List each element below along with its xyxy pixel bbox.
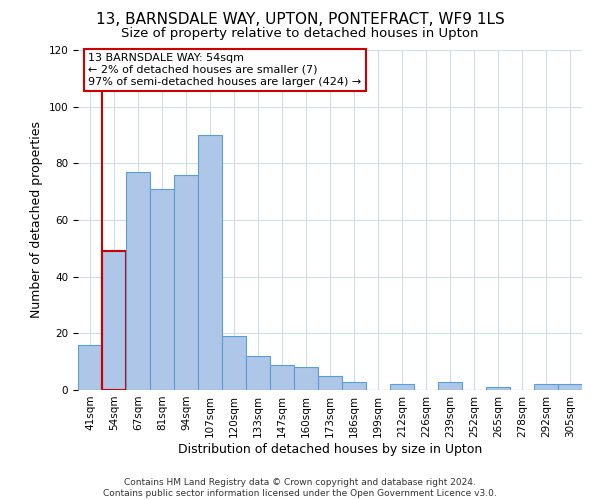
Text: Size of property relative to detached houses in Upton: Size of property relative to detached ho… <box>121 28 479 40</box>
Bar <box>534 384 558 390</box>
Bar <box>342 382 366 390</box>
Bar <box>246 356 270 390</box>
Bar <box>222 336 246 390</box>
Bar <box>102 251 126 390</box>
X-axis label: Distribution of detached houses by size in Upton: Distribution of detached houses by size … <box>178 442 482 456</box>
Bar <box>78 344 102 390</box>
Bar <box>390 384 414 390</box>
Bar <box>438 382 462 390</box>
Bar <box>294 368 318 390</box>
Bar <box>126 172 150 390</box>
Bar <box>318 376 342 390</box>
Bar <box>198 135 222 390</box>
Text: 13 BARNSDALE WAY: 54sqm
← 2% of detached houses are smaller (7)
97% of semi-deta: 13 BARNSDALE WAY: 54sqm ← 2% of detached… <box>88 54 361 86</box>
Bar <box>486 387 510 390</box>
Bar <box>270 364 294 390</box>
Text: 13, BARNSDALE WAY, UPTON, PONTEFRACT, WF9 1LS: 13, BARNSDALE WAY, UPTON, PONTEFRACT, WF… <box>95 12 505 28</box>
Bar <box>174 174 198 390</box>
Bar <box>150 189 174 390</box>
Bar <box>558 384 582 390</box>
Y-axis label: Number of detached properties: Number of detached properties <box>30 122 43 318</box>
Text: Contains HM Land Registry data © Crown copyright and database right 2024.
Contai: Contains HM Land Registry data © Crown c… <box>103 478 497 498</box>
